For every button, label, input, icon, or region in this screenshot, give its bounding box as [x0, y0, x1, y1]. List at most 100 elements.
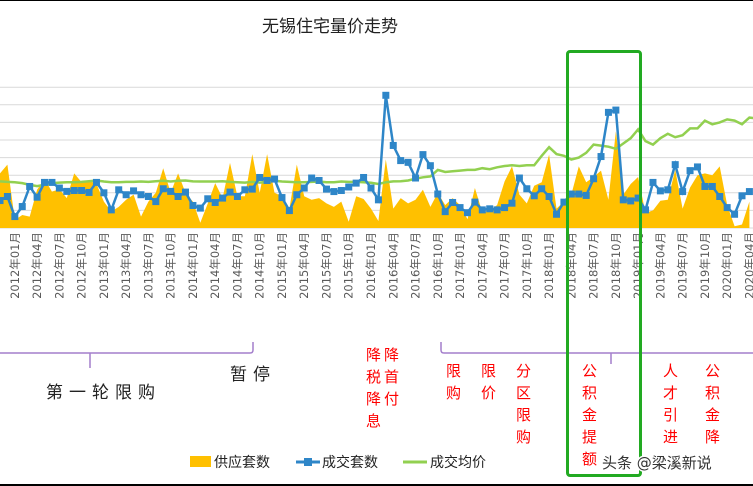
deals-marker	[567, 190, 575, 198]
deals-marker	[271, 175, 279, 183]
deals-marker	[619, 196, 627, 204]
deals-marker	[360, 173, 368, 181]
x-tick-label: 2016年10月	[431, 232, 445, 299]
deals-marker	[397, 157, 405, 165]
x-tick-label: 2012年10月	[75, 232, 89, 299]
deals-marker	[152, 198, 160, 206]
deals-marker	[315, 176, 323, 184]
deals-marker	[412, 174, 420, 182]
deals-marker	[263, 176, 271, 184]
deals-marker	[671, 161, 679, 169]
deals-marker	[515, 174, 523, 182]
deals-marker	[78, 187, 86, 195]
brace-phase2	[440, 342, 753, 364]
x-tick-label: 2013年10月	[164, 232, 178, 299]
legend-price-label: 成交均价	[430, 454, 486, 471]
deals-marker	[226, 188, 234, 196]
deals-marker	[159, 185, 167, 193]
deals-marker	[538, 185, 546, 193]
deals-marker	[241, 186, 249, 194]
deals-marker	[0, 197, 4, 205]
annotation-policy-tax: 降税降息	[364, 347, 382, 435]
deals-marker	[642, 206, 650, 214]
x-tick-label: 2018年01月	[542, 232, 556, 299]
deals-marker	[285, 207, 293, 215]
x-tick-label: 2015年10月	[342, 232, 356, 299]
legend-deals-label: 成交套数	[322, 454, 378, 471]
x-tick-label: 2017年01月	[453, 232, 467, 299]
deals-marker	[130, 187, 138, 195]
deals-marker	[745, 188, 753, 196]
deals-marker	[92, 178, 100, 186]
x-tick-label: 2020年01月	[720, 232, 734, 299]
deals-marker	[560, 198, 568, 206]
annotation-policy-zone: 分区限购	[514, 363, 532, 451]
deals-marker	[434, 190, 442, 198]
deals-marker	[523, 185, 531, 193]
brace-phase1	[0, 342, 254, 368]
deals-marker	[582, 191, 590, 199]
deals-marker	[167, 187, 175, 195]
x-tick-label: 2013年04月	[119, 232, 133, 299]
deals-marker	[337, 187, 345, 195]
x-tick-label: 2018年10月	[609, 232, 623, 299]
deals-marker	[18, 203, 26, 211]
deals-marker	[708, 182, 716, 190]
x-tick-label: 2019年04月	[653, 232, 667, 299]
deals-marker	[731, 210, 739, 218]
deals-marker	[293, 191, 301, 199]
deals-marker	[33, 193, 41, 201]
deals-marker	[85, 188, 93, 196]
deals-marker	[723, 204, 731, 212]
x-tick-label: 2018年07月	[587, 232, 601, 299]
deals-marker	[716, 192, 724, 200]
deals-marker	[597, 153, 605, 161]
chart-title: 无锡住宅量价走势	[262, 17, 398, 37]
x-tick-label: 2016年07月	[409, 232, 423, 299]
deals-marker	[419, 151, 427, 159]
deals-marker	[701, 182, 709, 190]
deals-marker	[3, 192, 11, 200]
deals-marker	[211, 198, 219, 206]
legend-deals-marker	[304, 458, 312, 466]
deals-marker	[553, 210, 560, 218]
deals-marker	[426, 162, 434, 170]
deals-marker	[389, 141, 397, 149]
annotation-policy-down: 降首付	[382, 347, 400, 413]
deals-marker	[122, 191, 130, 199]
deals-marker	[345, 183, 353, 191]
legend-supply-swatch	[190, 456, 211, 467]
annotation-policy-limit-price: 限价	[479, 363, 497, 407]
deals-marker	[679, 188, 687, 196]
x-axis-ticks: 2011年10月2012年01月2012年04月2012年07月2012年10月…	[8, 232, 753, 299]
deals-marker	[634, 194, 642, 202]
x-tick-label: 2015年07月	[320, 232, 334, 299]
deals-marker	[107, 206, 115, 214]
x-tick-label: 2013年07月	[141, 232, 155, 299]
deals-marker	[508, 199, 516, 207]
deals-marker	[48, 178, 56, 186]
x-tick-label: 2017年04月	[475, 232, 489, 299]
annotation-pause: 暂停	[230, 365, 276, 385]
deals-marker	[115, 186, 123, 194]
x-tick-label: 2017年10月	[520, 232, 534, 299]
deals-marker	[63, 187, 71, 195]
deals-marker	[196, 204, 204, 212]
deals-marker	[612, 106, 620, 114]
deals-marker	[41, 178, 49, 186]
deals-marker	[441, 208, 449, 216]
deals-marker	[530, 192, 538, 200]
deals-marker	[100, 189, 108, 197]
x-tick-label: 2015年04月	[297, 232, 311, 299]
deals-marker	[575, 190, 583, 198]
deals-marker	[70, 187, 78, 195]
deals-marker	[219, 194, 227, 202]
deals-marker	[493, 206, 501, 214]
deals-marker	[367, 184, 375, 192]
x-tick-label: 2012年07月	[52, 232, 66, 299]
deals-marker	[627, 197, 635, 205]
annotation-policy-fund-up: 公积金提额	[580, 363, 598, 473]
